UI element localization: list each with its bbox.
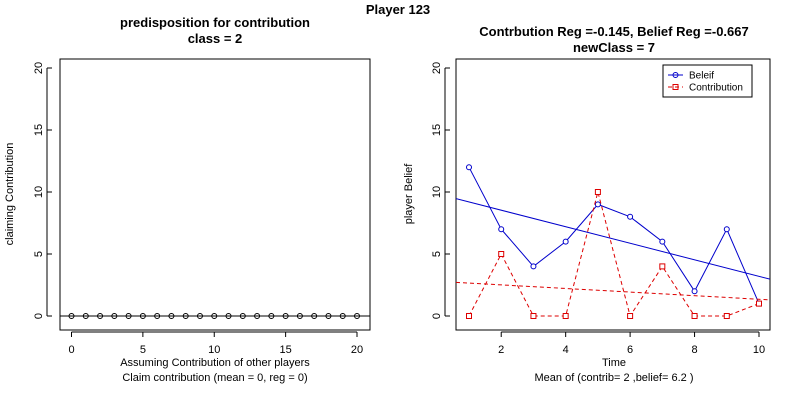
left-chart-title: predisposition for contribution: [120, 15, 310, 30]
right-contribution-point: [594, 189, 601, 195]
right-beleif-point: [594, 201, 601, 208]
left-y-tick-label: 10: [33, 186, 45, 198]
right-beleif-point: [723, 226, 730, 233]
right-y-axis: 0 5 10 15 20: [431, 62, 450, 319]
right-contribution-point: [498, 251, 505, 257]
left-x-tick-label: 5: [140, 344, 146, 356]
right-x-axis-sublabel: Mean of (contrib= 2 ,belief= 6.2 ): [535, 372, 694, 384]
left-data-point: [211, 313, 218, 319]
right-x-axis: 2 4 6 8 10: [498, 331, 765, 356]
left-data-point: [339, 313, 346, 319]
left-x-tick-label: 15: [280, 344, 292, 356]
left-data-point: [139, 313, 146, 319]
left-x-axis-sublabel: Claim contribution (mean = 0, reg = 0): [122, 372, 307, 384]
left-data-point: [225, 313, 232, 319]
right-contribution-point: [756, 300, 762, 307]
right-y-tick-label: 20: [431, 62, 443, 74]
right-contribution-point: [530, 313, 537, 319]
right-beleif-point: [691, 288, 698, 295]
right-y-tick-label: 0: [431, 313, 443, 319]
right-beleif-point: [627, 213, 634, 220]
left-data-point: [296, 313, 303, 319]
left-data-point: [154, 313, 161, 319]
right-beleif-point: [466, 164, 472, 171]
right-plot-frame: [455, 58, 771, 331]
right-x-tick-label: 8: [691, 344, 697, 356]
left-y-axis-label: claiming Contribution: [4, 143, 16, 246]
right-x-tick-label: 6: [627, 344, 633, 356]
right-beleif-point: [530, 263, 537, 270]
left-data-point: [97, 313, 104, 319]
right-contribution-point: [466, 313, 472, 319]
legend-beleif-marker: [672, 72, 679, 78]
left-x-axis: 0 5 10 15 20: [68, 331, 363, 356]
left-data-point: [68, 313, 75, 319]
right-contribution-point: [691, 313, 698, 319]
legend: Beleif Contribution: [662, 64, 753, 98]
right-panel: Contrbution Reg =-0.145, Belief Reg =-0.…: [403, 24, 771, 384]
legend-box: [662, 64, 753, 98]
left-data-point: [268, 313, 275, 319]
right-contribution-point: [562, 313, 569, 319]
left-panel: predisposition for contribution class = …: [4, 15, 371, 384]
left-data-point: [354, 313, 360, 319]
left-y-tick-label: 5: [33, 251, 45, 257]
left-data-point: [182, 313, 189, 319]
legend-contribution-label: Contribution: [689, 83, 743, 94]
left-data-point: [311, 313, 318, 319]
right-y-axis-label: player Belief: [403, 163, 415, 224]
left-data-point: [125, 313, 132, 319]
left-data-point: [82, 313, 89, 319]
left-data-point: [239, 313, 246, 319]
right-beleif-series-line: [468, 166, 760, 304]
right-y-tick-label: 15: [431, 124, 443, 136]
right-contribution-regression-line: [456, 281, 770, 301]
left-y-axis: 0 5 10 15 20: [33, 62, 52, 319]
left-x-axis-label: Assuming Contribution of other players: [120, 357, 310, 369]
left-y-tick-label: 20: [33, 62, 45, 74]
right-beleif-point: [659, 238, 666, 245]
right-x-axis-label: Time: [602, 357, 626, 369]
right-x-tick-label: 2: [498, 344, 504, 356]
left-data-point: [196, 313, 203, 319]
right-chart-marks: [456, 164, 770, 319]
left-x-tick-label: 10: [208, 344, 220, 356]
right-beleif-point: [498, 226, 505, 233]
right-chart-subtitle: newClass = 7: [573, 40, 655, 55]
left-x-tick-label: 0: [68, 344, 74, 356]
left-chart-subtitle: class = 2: [188, 31, 243, 46]
right-chart-title: Contrbution Reg =-0.145, Belief Reg =-0.…: [479, 24, 748, 39]
right-beleif-point: [562, 238, 569, 245]
right-contribution-point: [723, 313, 730, 319]
left-data-point: [111, 313, 118, 319]
legend-contribution-marker: [672, 84, 679, 90]
figure-title: Player 123: [366, 2, 430, 17]
left-y-tick-label: 0: [33, 313, 45, 319]
left-chart-marks: [60, 313, 370, 319]
left-data-point: [168, 313, 175, 319]
left-plot-frame: [59, 58, 371, 331]
right-contribution-point: [659, 263, 666, 270]
legend-beleif-label: Beleif: [689, 71, 714, 82]
right-y-tick-label: 10: [431, 186, 443, 198]
left-x-tick-label: 20: [351, 344, 363, 356]
left-y-tick-label: 15: [33, 124, 45, 136]
left-data-point: [254, 313, 261, 319]
right-x-tick-label: 4: [563, 344, 569, 356]
right-contribution-point: [627, 313, 634, 319]
right-x-tick-label: 10: [753, 344, 765, 356]
left-data-point: [282, 313, 289, 319]
right-y-tick-label: 5: [431, 251, 443, 257]
right-contribution-series-line: [468, 190, 760, 318]
right-beleif-regression-line: [456, 198, 770, 280]
left-data-point: [325, 313, 332, 319]
